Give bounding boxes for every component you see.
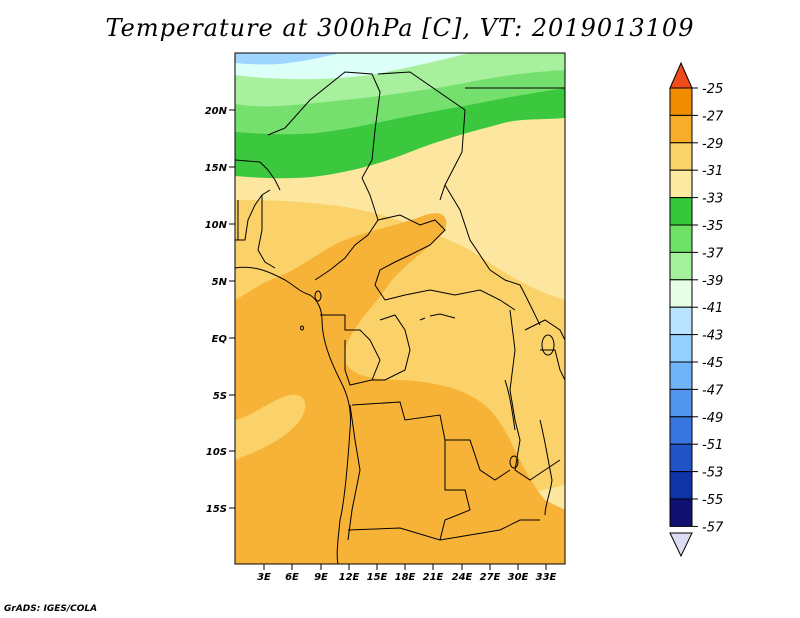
colorbar-top-triangle [669, 61, 693, 89]
colorbar-cell [669, 443, 693, 473]
border-west-africa [235, 189, 271, 241]
lake-malawi [539, 419, 553, 516]
colorbar-label: -27 [702, 109, 724, 124]
colorbar-label: -39 [702, 274, 723, 289]
border-car-sudan [444, 184, 521, 286]
map-title: Temperature at 300hPa [C], VT: 201901310… [105, 14, 695, 42]
border-angola-west [347, 404, 361, 541]
colorbar-label: -41 [702, 301, 723, 316]
colorbar: -25 -27 -29 -31 -33 -35 -37 -39 -41 -43 -45 -47 -49 -… [669, 61, 724, 558]
colorbar-cell [669, 169, 693, 199]
sao-tome-island [300, 325, 304, 331]
colorbar-label: -35 [702, 219, 723, 234]
colorbar-bottom-triangle [669, 532, 693, 558]
colorbar-label: -57 [702, 520, 724, 535]
colorbar-cell [669, 114, 693, 144]
lake-mweru [509, 455, 519, 469]
border-namibia [347, 519, 540, 541]
colorbar-cell [669, 471, 693, 500]
border-gabon-congo [320, 314, 381, 386]
colorbar-label: -43 [702, 329, 723, 344]
lat-label: 5N [212, 277, 228, 288]
border-uganda [524, 319, 565, 341]
lon-label: 24E [452, 572, 473, 583]
colorbar-cell [669, 416, 693, 445]
colorbar-cell [669, 224, 693, 253]
colorbar-label: -47 [702, 383, 724, 398]
lake-tanganyika [504, 379, 516, 431]
colorbar-cell [669, 498, 693, 527]
lon-label: 6E [285, 572, 299, 583]
colorbar-label: -49 [702, 411, 723, 426]
border-congo-drc [372, 314, 411, 381]
latitude-axis: 20N 15N 10N 5N EQ 5S 10S 15S [205, 106, 235, 515]
border-kenya [540, 349, 565, 381]
colorbar-cell [669, 279, 693, 308]
colorbar-label: -29 [702, 137, 723, 152]
colorbar-label: -55 [702, 493, 723, 508]
lon-label: 15E [367, 572, 388, 583]
border-benin [257, 195, 276, 269]
colorbar-cell [669, 361, 693, 390]
field-coast-patch [235, 394, 306, 460]
field-light-band [235, 92, 565, 300]
lon-label: 33E [536, 572, 557, 583]
credit-text: GrADS: IGES/COLA [4, 604, 98, 614]
colorbar-cell [669, 306, 693, 336]
map-frame [234, 52, 566, 565]
lon-label: 9E [314, 572, 328, 583]
bioko-island [314, 290, 322, 302]
border-east [509, 309, 561, 481]
longitude-axis: 3E 6E 9E 12E 15E 18E 21E 24E 27E 30E 33E [257, 564, 557, 583]
colorbar-label: -25 [702, 82, 723, 97]
border-car [374, 214, 446, 301]
lon-label: 30E [508, 572, 529, 583]
colorbar-cell [669, 197, 693, 226]
lake-albert [519, 284, 541, 326]
colorbar-cell [669, 251, 693, 281]
coastline-west [235, 266, 351, 564]
lon-label: 27E [480, 572, 501, 583]
lat-label: 5S [213, 391, 227, 402]
colorbar-label: -53 [702, 466, 723, 481]
border-sahel [235, 159, 281, 191]
lat-label: 15N [205, 163, 228, 174]
colorbar-label: -37 [702, 246, 724, 261]
colorbar-cell [669, 87, 693, 116]
colorbar-cell [669, 142, 693, 171]
colorbar-label: -51 [702, 438, 723, 453]
small-features [300, 290, 555, 469]
temperature-field [235, 53, 565, 564]
lon-label: 21E [423, 572, 444, 583]
lake-victoria [541, 334, 555, 356]
border-angola-zambia [439, 440, 471, 541]
colorbar-label: -45 [702, 356, 723, 371]
country-borders [235, 71, 565, 564]
lat-label: EQ [212, 334, 228, 345]
river-segments [419, 313, 456, 321]
border-cameroon-nigeria [314, 177, 379, 281]
border-niger [267, 71, 381, 179]
lat-label: 15S [206, 504, 227, 515]
colorbar-label: -33 [702, 192, 723, 207]
lat-label: 20N [205, 106, 228, 117]
lon-label: 12E [339, 572, 360, 583]
lon-label: 18E [395, 572, 416, 583]
lat-label: 10S [206, 447, 227, 458]
colorbar-cell [669, 388, 693, 418]
border-chad [377, 71, 466, 201]
lon-label: 3E [257, 572, 271, 583]
colorbar-label: -31 [702, 164, 723, 179]
colorbar-labels: -25 -27 -29 -31 -33 -35 -37 -39 -41 -43 -45 -47 -49 -… [692, 82, 724, 535]
field-blue [235, 53, 340, 65]
border-car-drc [384, 289, 516, 311]
colorbar-cell [669, 334, 693, 363]
lat-label: 10N [205, 220, 228, 231]
colorbar-cells [669, 87, 693, 527]
